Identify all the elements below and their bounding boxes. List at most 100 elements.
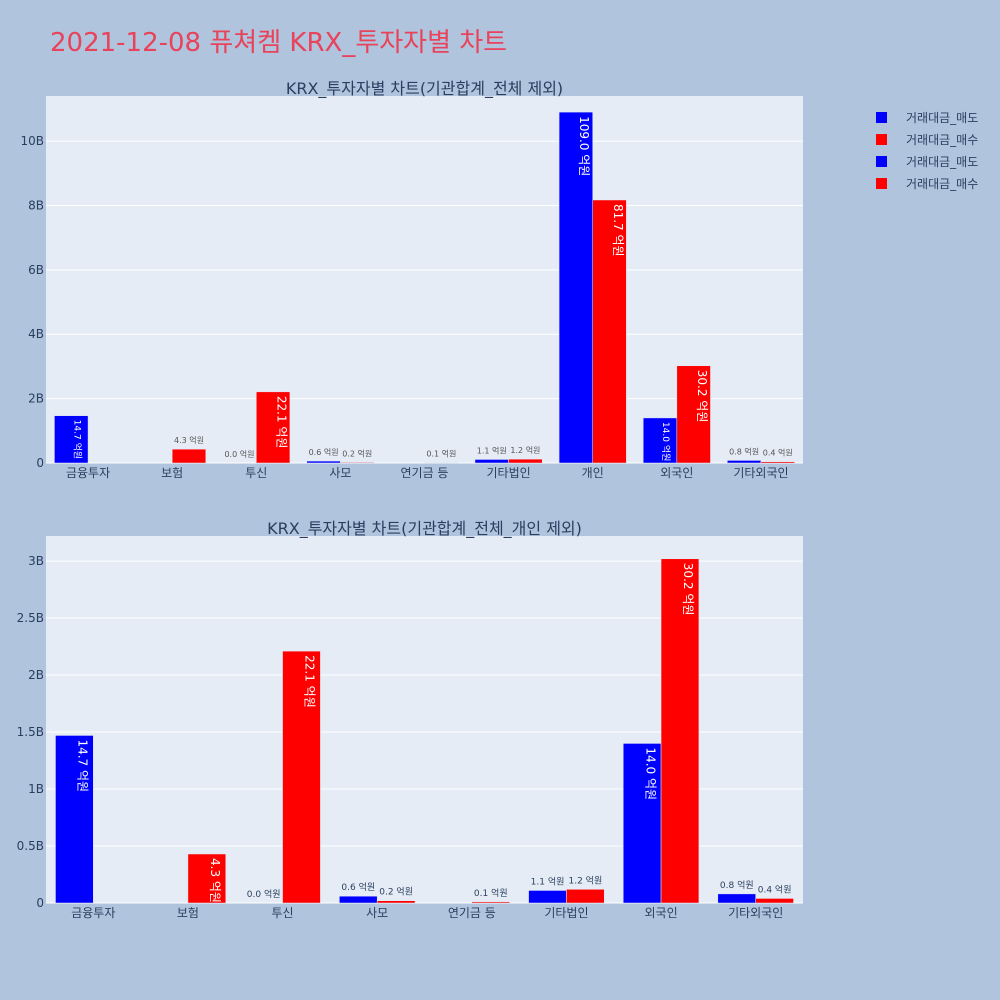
bar: [755, 898, 794, 904]
legend-item[interactable]: 거래대금_매수: [872, 128, 978, 150]
bar: [528, 890, 567, 904]
x-tick-label: 투신: [272, 906, 294, 920]
bar: [55, 735, 94, 904]
bar: [660, 558, 700, 904]
chart-title: KRX_투자자별 차트(기관합계_전체 제외): [286, 79, 563, 99]
data-label: 0.2 억원: [379, 886, 413, 898]
y-tick-label: 8B: [28, 198, 44, 212]
data-label: 1.2 억원: [510, 445, 540, 455]
data-label: 22.1 억원: [274, 396, 288, 449]
x-tick-label: 외국인: [660, 466, 693, 480]
x-tick-label: 개인: [582, 466, 604, 480]
data-label: 109.0 억원: [577, 116, 591, 176]
bar: [376, 900, 416, 904]
bar: [306, 460, 341, 464]
data-label: 0.2 억원: [342, 448, 372, 458]
bar: [339, 895, 378, 904]
y-tick-label: 4B: [28, 327, 44, 341]
legend: 거래대금_매도 거래대금_매수 거래대금_매도 거래대금_매수: [872, 106, 978, 194]
y-tick-label: 0: [36, 456, 44, 470]
y-tick-label: 1.5B: [17, 725, 44, 739]
bar: [566, 889, 605, 904]
data-label: 0.6 억원: [341, 881, 375, 893]
data-label: 14.7 억원: [71, 420, 83, 459]
data-label: 1.2 억원: [568, 874, 602, 886]
data-label: 22.1 억원: [303, 655, 317, 708]
legend-item[interactable]: 거래대금_매도: [872, 150, 978, 172]
y-tick-label: 6B: [28, 263, 44, 277]
x-tick-label: 금융투자: [66, 466, 110, 480]
data-label: 0.0 억원: [247, 888, 281, 900]
legend-item[interactable]: 거래대금_매도: [872, 106, 978, 128]
data-label: 0.8 억원: [720, 879, 754, 891]
data-label: 14.7 억원: [76, 739, 90, 792]
legend-label: 거래대금_매도: [906, 154, 979, 169]
x-tick-label: 연기금 등: [401, 466, 449, 480]
y-tick-label: 0: [36, 896, 44, 910]
y-tick-label: 2B: [28, 392, 44, 406]
y-tick-label: 0.5B: [17, 839, 44, 853]
y-tick-label: 2B: [28, 668, 44, 682]
bar: [508, 458, 543, 464]
data-label: 4.3 억원: [174, 435, 204, 445]
data-label: 0.8 억원: [729, 446, 759, 456]
x-tick-label: 사모: [366, 906, 388, 920]
bar: [760, 461, 795, 464]
x-tick-label: 외국인: [645, 906, 678, 920]
page-title: 2021-12-08 퓨쳐켐 KRX_투자자별 차트: [50, 28, 508, 58]
data-label: 0.4 억원: [763, 448, 793, 458]
data-label: 0.1 억원: [426, 449, 456, 459]
bar: [592, 199, 627, 464]
data-label: 14.0 억원: [643, 747, 657, 800]
y-tick-label: 3B: [28, 554, 44, 568]
legend-swatch-sell: [876, 111, 887, 123]
bar: [187, 853, 227, 904]
y-tick-label: 1B: [28, 782, 44, 796]
x-tick-label: 사모: [329, 466, 351, 480]
legend-item[interactable]: 거래대금_매수: [872, 172, 978, 194]
y-tick-label: 2.5B: [17, 611, 44, 625]
x-tick-label: 연기금 등: [448, 906, 496, 920]
bar: [471, 901, 510, 904]
bar: [474, 459, 509, 464]
bar: [727, 460, 762, 464]
bar: [171, 448, 207, 464]
x-tick-label: 투신: [245, 466, 267, 480]
bar: [717, 893, 756, 904]
bar: [54, 415, 89, 464]
x-tick-label: 보험: [161, 466, 183, 480]
bar: [282, 650, 321, 904]
legend-label: 거래대금_매도: [906, 110, 979, 125]
bar: [676, 365, 711, 464]
x-tick-label: 기타외국인: [733, 466, 788, 480]
data-label: 0.4 억원: [758, 883, 792, 895]
legend-label: 거래대금_매수: [906, 176, 979, 191]
data-label: 0.6 억원: [309, 447, 339, 457]
x-tick-label: 기타법인: [544, 906, 588, 920]
legend-label: 거래대금_매수: [906, 132, 979, 147]
data-label: 30.2 억원: [681, 563, 695, 616]
x-tick-label: 기타외국인: [728, 906, 783, 920]
bar: [622, 743, 662, 904]
data-label: 4.3 억원: [208, 858, 222, 903]
bar: [558, 111, 593, 464]
x-tick-label: 기타법인: [487, 466, 531, 480]
x-tick-label: 보험: [177, 906, 199, 920]
data-label: 1.1 억원: [531, 875, 565, 887]
data-label: 14.0 억원: [660, 422, 672, 461]
x-tick-label: 금융투자: [71, 906, 115, 920]
data-label: 30.2 억원: [695, 370, 709, 423]
bar: [256, 391, 291, 464]
bar: [642, 417, 678, 464]
y-tick-label: 10B: [20, 134, 44, 148]
data-label: 81.7 억원: [611, 204, 625, 257]
legend-swatch-sell: [876, 155, 887, 167]
chart-title: KRX_투자자별 차트(기관합계_전체_개인 제외): [267, 519, 582, 539]
data-label: 0.1 억원: [474, 887, 508, 899]
bar: [340, 462, 375, 464]
data-label: 1.1 억원: [477, 445, 507, 455]
legend-swatch-buy: [876, 133, 887, 145]
data-label: 0.0 억원: [224, 449, 254, 459]
legend-swatch-buy: [876, 177, 887, 189]
